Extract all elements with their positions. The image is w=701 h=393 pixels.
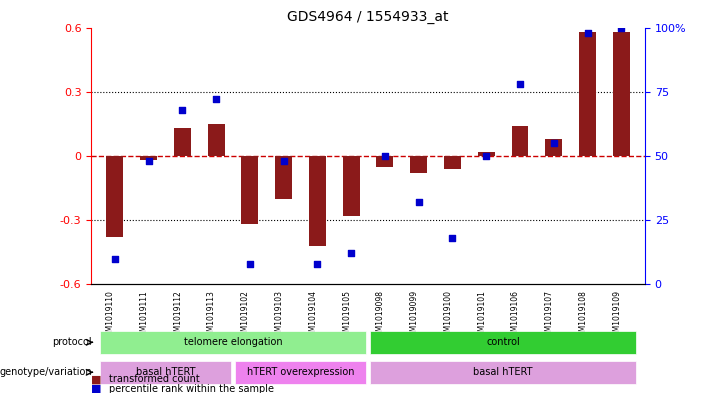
FancyBboxPatch shape [369,361,637,384]
Bar [275,156,292,198]
Text: GSM1019107: GSM1019107 [545,290,554,342]
Text: GSM1019111: GSM1019111 [139,290,149,341]
Text: genotype/variation: genotype/variation [0,367,92,377]
Text: transformed count: transformed count [109,374,199,384]
Text: basal hTERT: basal hTERT [473,367,533,377]
Text: GSM1019101: GSM1019101 [477,290,486,341]
Point [413,199,424,205]
Bar [107,156,123,237]
Point [210,96,222,103]
Text: ■: ■ [91,384,102,393]
Point [548,140,559,146]
FancyBboxPatch shape [100,331,367,354]
Bar [241,156,258,224]
Text: ■: ■ [91,374,102,384]
Bar [174,128,191,156]
FancyBboxPatch shape [369,331,637,354]
Point [447,235,458,241]
Text: telomere elongation: telomere elongation [184,337,283,347]
Point [481,153,492,159]
Bar [444,156,461,169]
Text: GSM1019100: GSM1019100 [444,290,452,342]
Text: percentile rank within the sample: percentile rank within the sample [109,384,273,393]
Text: GSM1019110: GSM1019110 [106,290,115,341]
Point [177,107,188,113]
Text: GSM1019099: GSM1019099 [409,290,418,342]
Text: control: control [486,337,520,347]
Point [582,29,593,36]
Bar [478,152,495,156]
Text: GSM1019103: GSM1019103 [275,290,284,342]
Text: GSM1019102: GSM1019102 [241,290,250,341]
Text: hTERT overexpression: hTERT overexpression [247,367,354,377]
FancyBboxPatch shape [235,361,367,384]
Bar [309,156,326,246]
Bar [410,156,427,173]
Bar [140,156,157,160]
Point [615,24,627,31]
Text: GSM1019113: GSM1019113 [207,290,216,341]
Text: protocol: protocol [52,337,92,347]
Bar [545,139,562,156]
FancyBboxPatch shape [100,361,231,384]
Point [109,255,121,262]
Text: GSM1019098: GSM1019098 [376,290,385,342]
Bar [376,156,393,167]
Bar [512,126,529,156]
Text: GSM1019105: GSM1019105 [342,290,351,342]
Text: GSM1019112: GSM1019112 [173,290,182,341]
Bar [207,124,224,156]
Bar [579,32,596,156]
Point [312,261,323,267]
Bar [613,32,629,156]
Point [143,158,154,164]
Point [278,158,290,164]
Point [244,261,255,267]
Bar [343,156,360,216]
Text: GSM1019106: GSM1019106 [511,290,520,342]
Text: GSM1019109: GSM1019109 [612,290,621,342]
Title: GDS4964 / 1554933_at: GDS4964 / 1554933_at [287,10,449,24]
Text: GSM1019104: GSM1019104 [308,290,318,342]
Text: GSM1019108: GSM1019108 [578,290,587,341]
Point [379,153,390,159]
Point [515,81,526,87]
Point [346,250,357,257]
Text: basal hTERT: basal hTERT [136,367,195,377]
